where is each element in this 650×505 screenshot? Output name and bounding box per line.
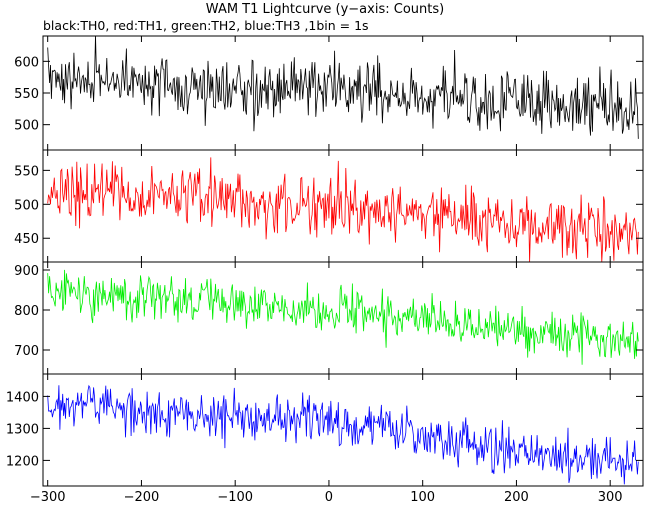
x-tick-label-5: 200	[504, 490, 529, 505]
series-line-2	[47, 269, 639, 365]
y-tick-label-3-1: 1300	[6, 422, 39, 437]
y-tick-label-0-0: 500	[14, 119, 39, 134]
y-tick-label-0-2: 600	[14, 55, 39, 70]
x-tick-label-6: 300	[598, 490, 623, 505]
x-tick-label-2: −100	[217, 490, 253, 505]
chart-subtitle: black:TH0, red:TH1, green:TH2, blue:TH3 …	[43, 18, 369, 33]
y-tick-label-1-1: 500	[14, 198, 39, 213]
y-tick-label-2-2: 900	[14, 264, 39, 279]
panel-frame-3	[42, 373, 644, 487]
panel-frame-1	[42, 149, 644, 263]
panel-frame-2	[42, 261, 644, 375]
x-tick-label-4: 100	[410, 490, 435, 505]
panel-3: 1200 1300 1400	[6, 373, 644, 487]
x-tick-label-3: 0	[325, 490, 333, 505]
y-tick-label-1-0: 450	[14, 232, 39, 247]
y-tick-label-2-1: 800	[14, 304, 39, 319]
x-tick-label-1: −200	[124, 490, 160, 505]
y-tick-label-2-0: 700	[14, 344, 39, 359]
chart-title: WAM T1 Lightcurve (y−axis: Counts)	[205, 2, 445, 17]
x-tick-label-0: −300	[30, 490, 66, 505]
panel-2: 700 800 900	[14, 261, 644, 375]
y-tick-label-0-1: 550	[14, 87, 39, 102]
y-tick-label-3-0: 1200	[6, 454, 39, 469]
y-tick-label-3-2: 1400	[6, 390, 39, 405]
panel-1: 450 500 550	[14, 149, 644, 263]
panel-0: 500 550 600	[14, 35, 644, 151]
series-line-1	[47, 157, 639, 262]
series-line-0	[47, 36, 639, 139]
y-tick-label-1-2: 550	[14, 164, 39, 179]
series-line-3	[47, 384, 639, 485]
